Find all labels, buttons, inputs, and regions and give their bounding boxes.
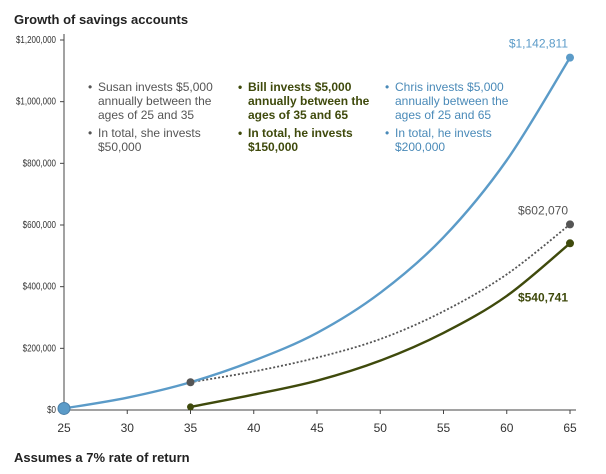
- y-tick-label: $1,200,000: [16, 34, 56, 45]
- end-label-bill: $540,741: [518, 290, 568, 304]
- point-susan-35: [186, 378, 195, 387]
- chart-title: Growth of savings accounts: [14, 12, 189, 27]
- annotation-text: Bill invests $5,000 annually between the…: [248, 80, 370, 122]
- annotation-text: In total, she invests $50,000: [98, 126, 201, 154]
- x-tick-label: 35: [184, 421, 198, 435]
- series-line-susan: [190, 223, 571, 384]
- annotation-item: • In total, she invests $50,000: [88, 126, 201, 154]
- annotation-item: • Susan invests $5,000 annually between t…: [88, 80, 213, 122]
- series-line-chris: [63, 57, 572, 410]
- annotation-text: In total, he invests $150,000: [248, 126, 353, 154]
- annotation-text: In total, he invests $200,000: [395, 126, 492, 154]
- annotation-susan: • Susan invests $5,000 annually between t…: [88, 80, 213, 158]
- chart-footnote: Assumes a 7% rate of return: [14, 450, 190, 465]
- y-tick-label: $600,000: [23, 219, 56, 230]
- annotation-text: Susan invests $5,000 annually between th…: [98, 80, 213, 122]
- annotation-text: Chris invests $5,000 annually between th…: [395, 80, 509, 122]
- end-label-susan: $602,070: [518, 203, 568, 217]
- x-tick-label: 60: [500, 421, 514, 435]
- annotation-item: • Bill invests $5,000 annually between th…: [238, 80, 370, 122]
- end-point-bill: [566, 239, 574, 248]
- end-point-susan: [566, 220, 574, 229]
- start-point-chris: [57, 401, 71, 415]
- annotation-chris: • Chris invests $5,000 annually between t…: [385, 80, 508, 158]
- y-tick-label: $800,000: [23, 157, 56, 168]
- end-label-chris: $1,142,811: [509, 37, 568, 51]
- series-line-bill: [190, 242, 571, 409]
- y-tick-label: $400,000: [23, 281, 56, 292]
- y-tick-label: $0: [47, 404, 56, 415]
- start-point-bill: [187, 403, 194, 411]
- x-tick-label: 40: [247, 421, 261, 435]
- annotation-item: • In total, he invests $200,000: [385, 126, 492, 154]
- x-tick-label: 45: [310, 421, 324, 435]
- end-point-chris: [566, 53, 574, 62]
- x-tick-label: 50: [374, 421, 388, 435]
- annotation-item: • In total, he invests $150,000: [238, 126, 353, 154]
- annotation-bill: • Bill invests $5,000 annually between th…: [238, 80, 369, 158]
- y-tick-label: $200,000: [23, 342, 56, 353]
- x-tick-label: 25: [57, 421, 71, 435]
- annotation-item: • Chris invests $5,000 annually between t…: [385, 80, 509, 122]
- x-tick-label: 55: [437, 421, 451, 435]
- y-tick-label: $1,000,000: [16, 96, 56, 107]
- x-tick-label: 65: [563, 421, 577, 435]
- x-tick-label: 30: [121, 421, 135, 435]
